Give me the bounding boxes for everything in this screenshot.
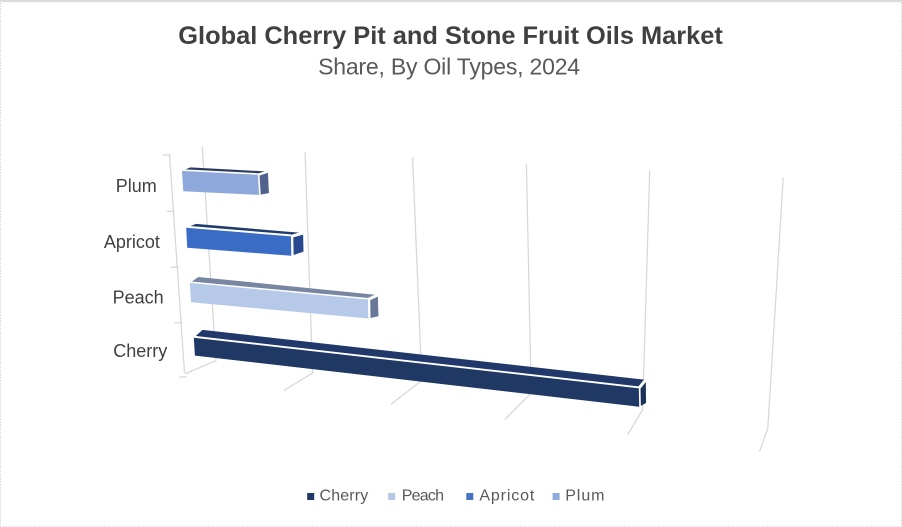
svg-text:Share, By Oil Types, 2024: Share, By Oil Types, 2024 bbox=[318, 54, 580, 80]
svg-text:Cherry: Cherry bbox=[320, 488, 369, 505]
svg-text:Plum: Plum bbox=[565, 488, 605, 505]
svg-text:Cherry: Cherry bbox=[113, 341, 167, 361]
svg-text:Apricot: Apricot bbox=[104, 232, 160, 252]
svg-text:Global Cherry Pit and Stone Fr: Global Cherry Pit and Stone Fruit Oils M… bbox=[178, 22, 723, 50]
svg-text:Peach: Peach bbox=[402, 488, 443, 505]
svg-text:Peach: Peach bbox=[113, 288, 164, 308]
svg-text:Apricot: Apricot bbox=[479, 488, 535, 505]
svg-text:Plum: Plum bbox=[116, 176, 157, 196]
